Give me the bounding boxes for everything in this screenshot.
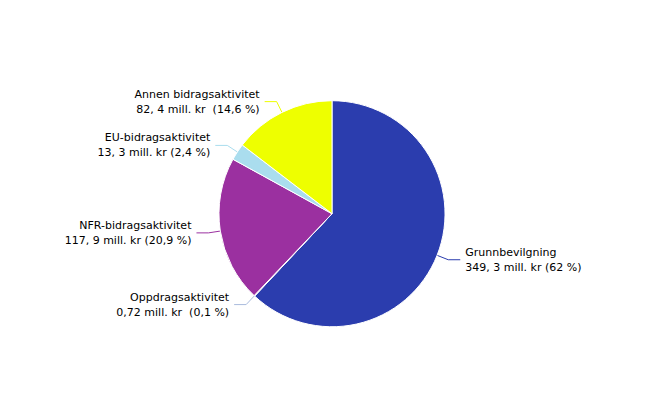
svg-text:Grunnbevilgning: Grunnbevilgning xyxy=(465,246,556,259)
svg-text:EU-bidragsaktivitet: EU-bidragsaktivitet xyxy=(105,131,211,144)
svg-text:NFR-bidragsaktivitet: NFR-bidragsaktivitet xyxy=(79,219,192,232)
svg-text:Annen bidragsaktivitet: Annen bidragsaktivitet xyxy=(134,88,260,101)
svg-text:13, 3 mill. kr (2,4 %): 13, 3 mill. kr (2,4 %) xyxy=(98,146,211,159)
svg-text:117, 9 mill. kr (20,9 %): 117, 9 mill. kr (20,9 %) xyxy=(65,234,192,247)
svg-text:349, 3 mill. kr (62 %): 349, 3 mill. kr (62 %) xyxy=(465,261,581,274)
svg-text:82, 4 mill. kr (14,6 %): 82, 4 mill. kr (14,6 %) xyxy=(136,103,259,116)
svg-text:0,72 mill. kr (0,1 %): 0,72 mill. kr (0,1 %) xyxy=(116,306,229,319)
svg-text:Oppdragsaktivitet: Oppdragsaktivitet xyxy=(130,291,230,304)
